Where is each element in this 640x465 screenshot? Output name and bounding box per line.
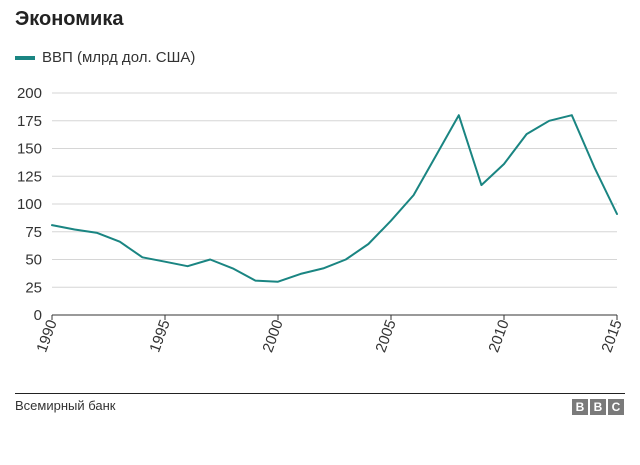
y-tick-label: 25 xyxy=(25,279,42,296)
y-tick-label: 150 xyxy=(17,141,42,158)
y-axis-tick-labels: 0 25 50 75 100 125 150 175 200 xyxy=(17,85,42,324)
x-tick-label: 2015 xyxy=(598,318,625,355)
legend-label: ВВП (млрд дол. США) xyxy=(42,49,196,66)
x-axis-tick-labels: 1990 1995 2000 2005 2010 2015 xyxy=(33,318,625,355)
y-tick-label: 200 xyxy=(17,85,42,102)
logo-letter: B xyxy=(590,399,606,415)
y-tick-label: 50 xyxy=(25,252,42,269)
legend-swatch xyxy=(15,55,35,60)
series-line xyxy=(51,114,618,283)
legend: ВВП (млрд дол. США) xyxy=(15,49,195,66)
source-credit: Всемирный банк xyxy=(15,398,116,413)
y-tick-label: 0 xyxy=(34,307,42,324)
x-tick-label: 2005 xyxy=(372,318,399,355)
y-tick-label: 125 xyxy=(17,168,42,185)
series-layer xyxy=(51,114,618,283)
x-tick-label: 1995 xyxy=(146,318,173,355)
bbc-logo: B B C xyxy=(572,399,624,415)
footer-divider xyxy=(15,393,625,394)
x-tick-label: 2000 xyxy=(259,318,286,355)
y-tick-label: 100 xyxy=(17,196,42,213)
logo-letter: B xyxy=(572,399,588,415)
gridlines xyxy=(51,92,618,320)
y-tick-label: 75 xyxy=(25,224,42,241)
x-tick-label: 2010 xyxy=(485,318,512,355)
y-tick-label: 175 xyxy=(17,113,42,130)
logo-letter: C xyxy=(608,399,624,415)
chart-title: Экономика xyxy=(15,8,124,30)
